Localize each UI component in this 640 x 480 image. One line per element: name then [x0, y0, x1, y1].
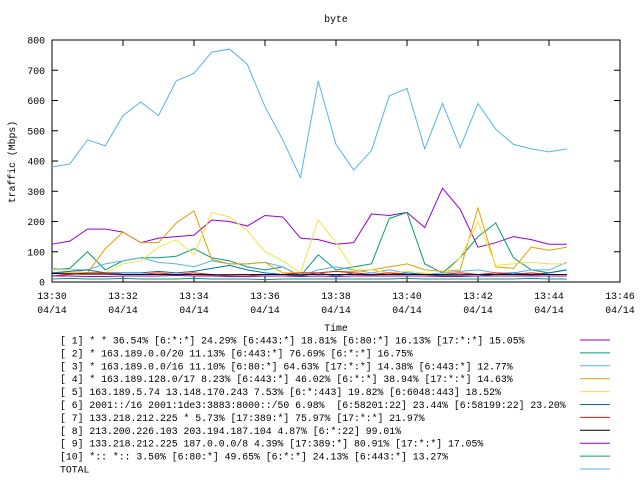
series-line — [51, 277, 567, 281]
legend-label: [ 4] * 163.189.128.0/17 8.23% [6:443:*] … — [60, 374, 513, 385]
legend-label: [ 1] * * 36.54% [6:*:*] 24.29% [6:443:*]… — [60, 336, 525, 347]
x-tick-label: 13:34 04/14 — [179, 291, 209, 316]
legend-label: [ 7] 133.218.212.225 * 5.73% [17:389:*] … — [60, 413, 425, 424]
y-tick-label: 200 — [27, 217, 45, 228]
series-line — [52, 274, 567, 278]
chart-title: byte — [324, 14, 348, 25]
series-line — [52, 211, 567, 277]
series-line — [51, 48, 567, 180]
x-tick-label: 13:44 04/14 — [534, 291, 564, 316]
legend-label: TOTAL — [60, 465, 90, 476]
legend-label: [ 2] * 163.189.0.0/20 11.13% [6:443:*] 7… — [60, 348, 413, 359]
y-tick-label: 100 — [27, 247, 45, 258]
x-tick-label: 13:32 04/14 — [108, 291, 138, 316]
x-tick-label: 13:42 04/14 — [463, 291, 493, 316]
x-tick-label: 13:30 04/14 — [37, 291, 67, 316]
legend-label: [ 6] 2001::/16 2001:1de3:3883:8000::/50 … — [60, 400, 566, 411]
legend-label: [ 8] 213.200.226.103 203.194.187.104 4.8… — [60, 426, 401, 437]
legend-label: [ 5] 163.189.5.74 13.148.170.243 7.53% [… — [60, 387, 501, 398]
x-tick-label: 13:36 04/14 — [250, 291, 280, 316]
x-tick-label: 13:46 04/14 — [605, 291, 635, 316]
legend-label: [ 9] 133.218.212.225 187.0.0.0/8 4.39% [… — [60, 439, 483, 450]
x-tick-label: 13:38 04/14 — [321, 291, 351, 316]
y-tick-label: 700 — [27, 66, 45, 77]
y-tick-label: 600 — [27, 96, 45, 107]
y-axis-label: traffic (Mbps) — [7, 121, 18, 203]
y-tick-label: 0 — [39, 278, 45, 289]
legend-label: [10] *:: *:: 3.50% [6:80:*] 49.65% [6:*:… — [60, 452, 448, 463]
y-tick-label: 300 — [27, 187, 45, 198]
x-tick-label: 13:40 04/14 — [392, 291, 422, 316]
series-line — [51, 273, 567, 276]
x-axis-label: Time — [324, 323, 348, 334]
y-tick-label: 500 — [27, 126, 45, 137]
legend-label: [ 3] * 163.189.0.0/16 11.10% [6:80:*] 64… — [60, 361, 513, 372]
y-tick-label: 800 — [27, 36, 45, 47]
y-tick-label: 400 — [27, 157, 45, 168]
